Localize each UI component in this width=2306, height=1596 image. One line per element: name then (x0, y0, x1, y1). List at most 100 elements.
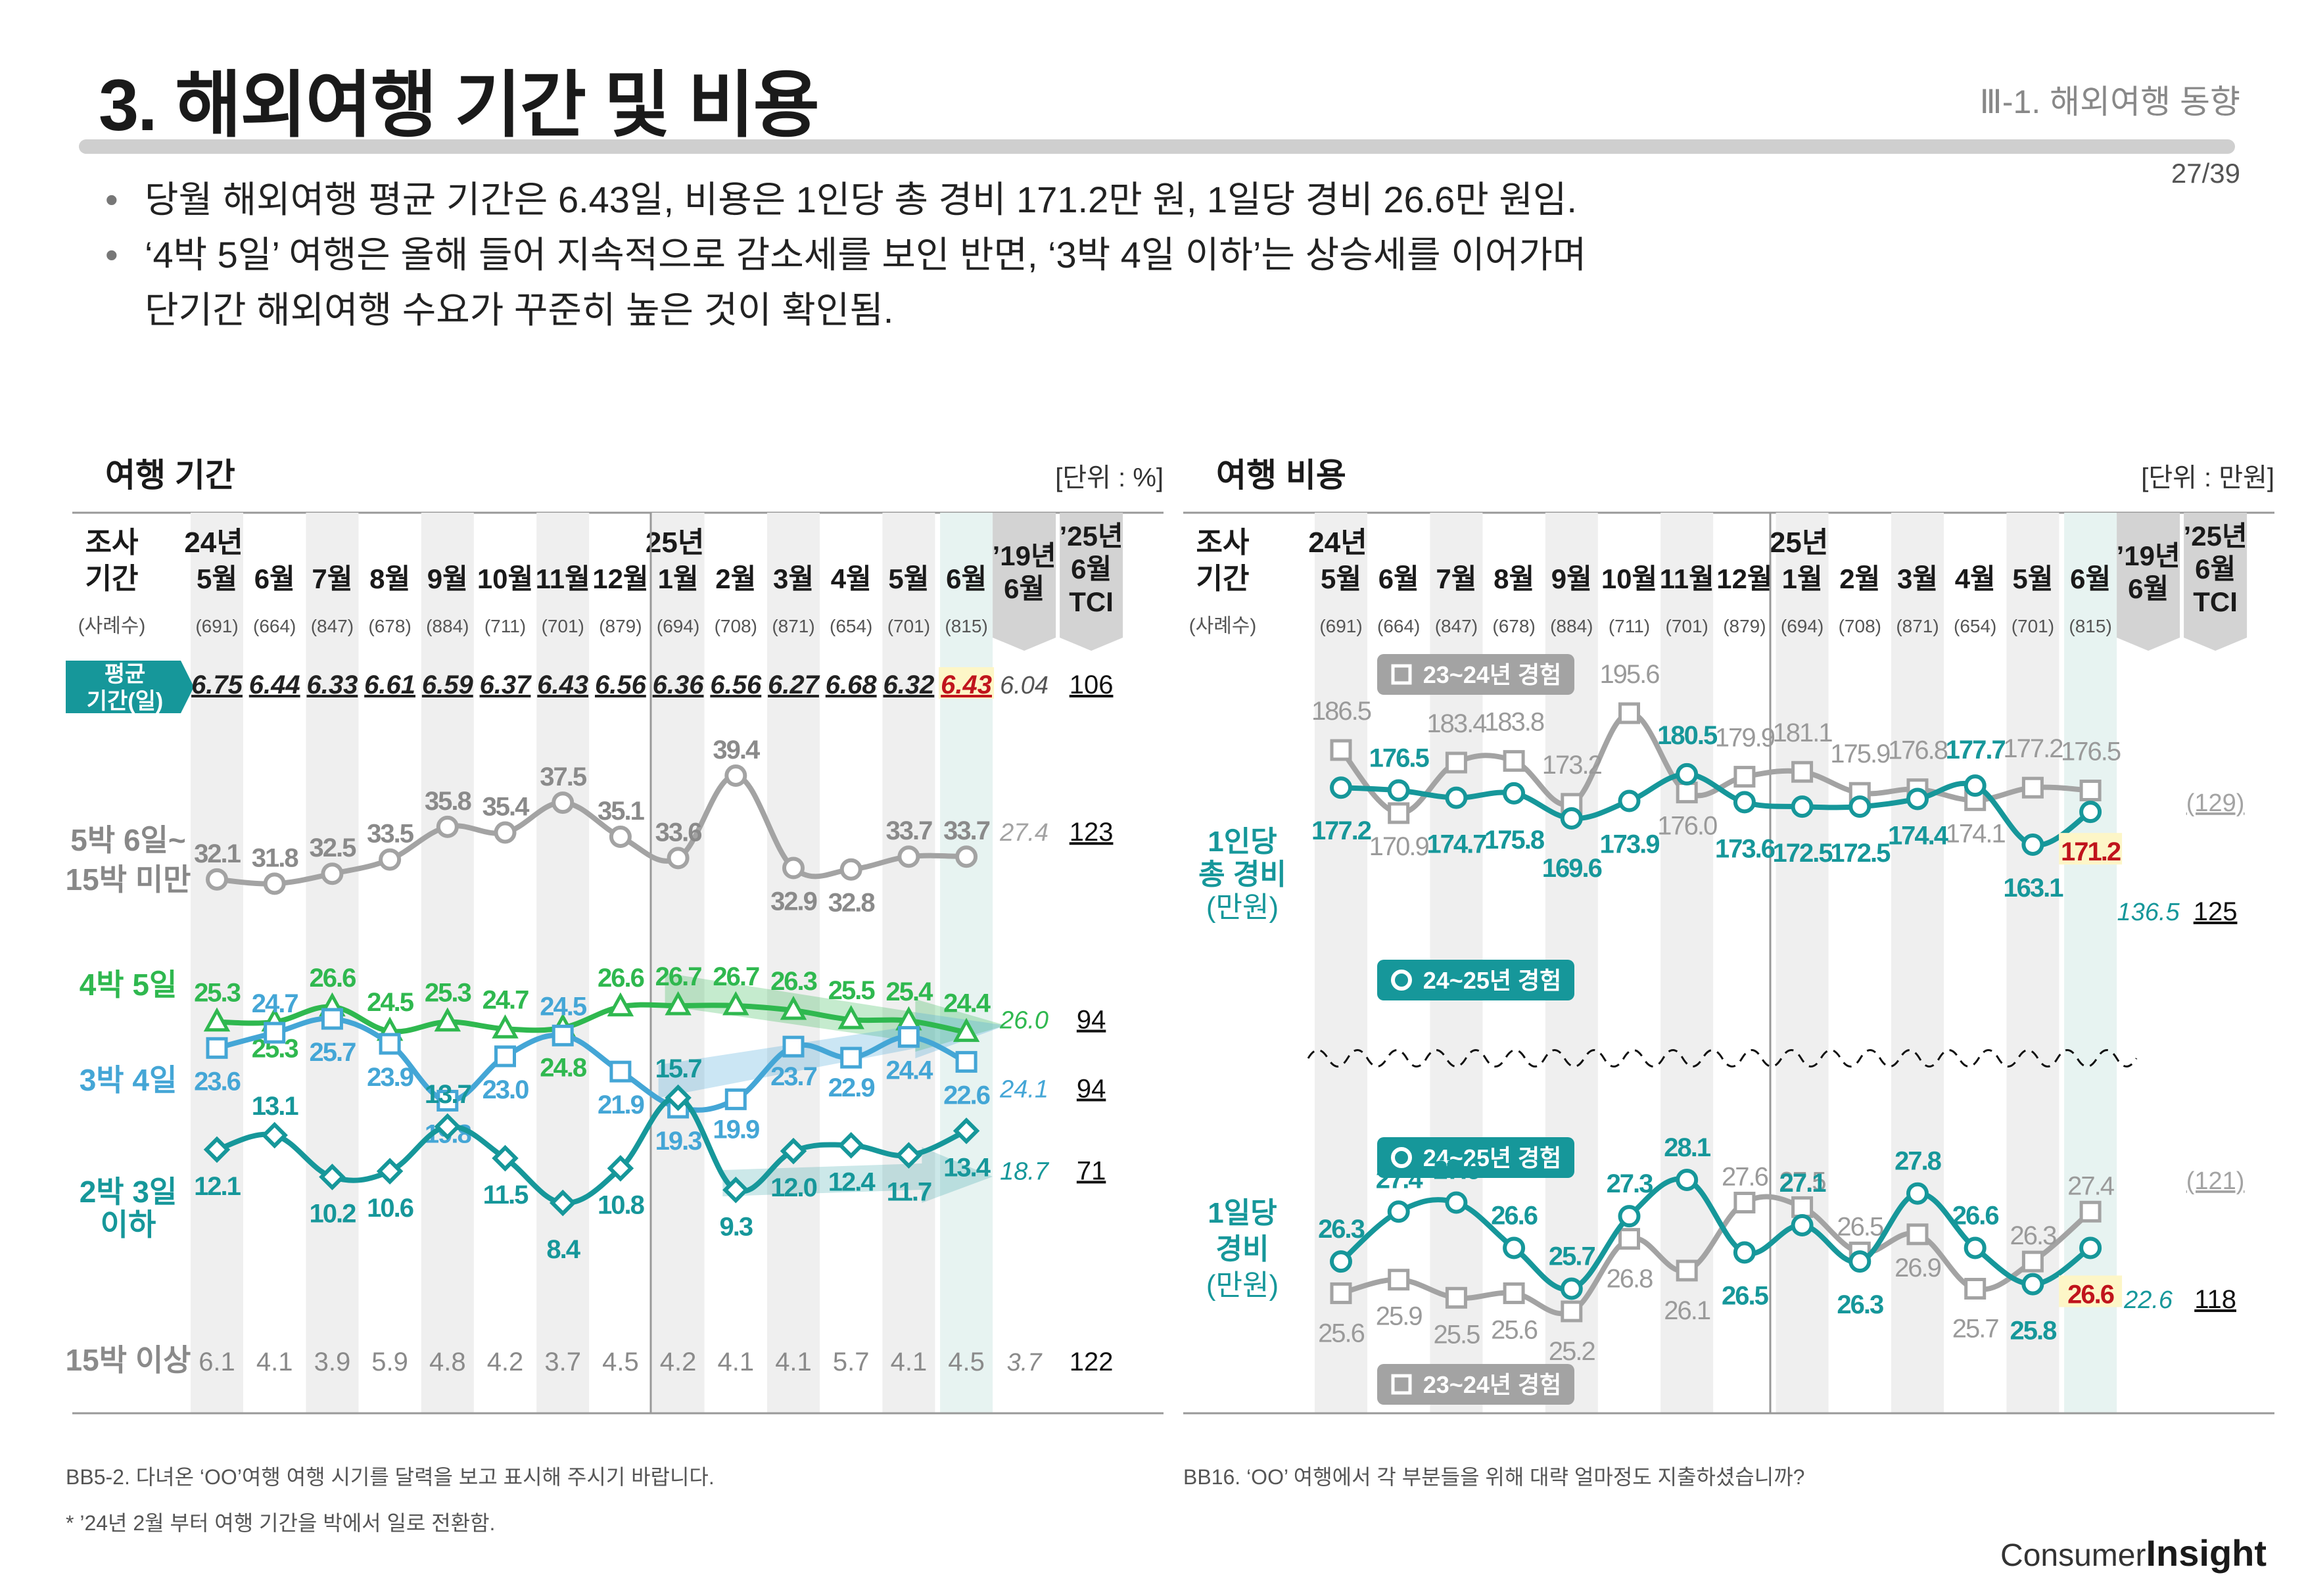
legend-label: 24~25년 경험 (1423, 967, 1561, 994)
data-point (895, 1142, 922, 1169)
month-label: 6월 (2070, 563, 2111, 594)
data-label: 25.9 (1376, 1302, 1423, 1331)
survey-label: 조사 (85, 527, 139, 559)
data-label: 26.6 (1952, 1201, 1999, 1230)
value-2019: 24.1 (999, 1075, 1048, 1103)
data-label: 26.6 (2067, 1280, 2114, 1309)
data-label: 28.1 (1664, 1133, 1711, 1162)
avg-value: 6.43 (537, 670, 588, 699)
data-label: 171.2 (2061, 837, 2121, 866)
data-label: 186.5 (1311, 697, 1371, 726)
data-point (1676, 1169, 1699, 1191)
data-label: 35.1 (598, 797, 645, 826)
data-label: 27.6 (1722, 1162, 1768, 1191)
data-point (1791, 1213, 1814, 1236)
data-point (1503, 750, 1525, 772)
data-point (1445, 751, 1467, 774)
sample-count: (815) (945, 616, 987, 636)
data-label: 12.0 (770, 1173, 817, 1202)
sample-count: (694) (657, 616, 699, 636)
value-tci: 94 (1077, 1074, 1106, 1103)
data-point (1445, 1286, 1467, 1309)
data-point (1906, 1223, 1929, 1246)
logo-insight: Insight (2146, 1532, 2267, 1574)
series-label: 2박 3일 (80, 1175, 177, 1209)
highlight-box (2059, 1275, 2123, 1307)
data-label: 25.7 (309, 1038, 356, 1067)
footnote-duration: BB5-2. 다녀온 ‘OO’여행 여행 시기를 달력을 보고 표시해 주시기 … (66, 1465, 715, 1489)
data-label: 4.1 (717, 1348, 754, 1376)
month-label: 10월 (477, 563, 533, 594)
data-label: 24.5 (367, 988, 414, 1017)
data-point (1387, 1200, 1410, 1223)
sample-count: (691) (1319, 616, 1362, 636)
data-point (1561, 1300, 1583, 1323)
data-point (1676, 1259, 1698, 1282)
data-label: 26.3 (770, 967, 817, 996)
legend-label: 23~24년 경험 (1423, 1371, 1561, 1398)
data-label: 32.1 (194, 839, 241, 868)
data-point (1964, 1236, 1987, 1259)
value-2019: 27.4 (999, 819, 1048, 847)
value-tci: 118 (2194, 1285, 2236, 1314)
data-point (1906, 787, 1929, 810)
legend-marker (1391, 1147, 1412, 1168)
data-point (782, 1035, 805, 1058)
chart-title: 여행 기간 (105, 457, 235, 494)
group-label: (만원) (1206, 891, 1279, 924)
data-point (2079, 801, 2102, 824)
data-label: 5.7 (833, 1348, 870, 1376)
avg-2019: 6.04 (1000, 672, 1048, 699)
chart-unit: [단위 : 만원] (2141, 463, 2274, 492)
avg-value: 6.36 (653, 670, 705, 699)
column-stripe (651, 513, 705, 1413)
data-point (665, 991, 692, 1016)
data-label: 4.1 (775, 1348, 812, 1376)
data-label: 23.0 (482, 1075, 529, 1104)
group-label: 1일당 (1208, 1197, 1277, 1229)
data-label: 24.7 (252, 989, 298, 1018)
data-label: 25.3 (425, 979, 471, 1008)
data-label: 181.1 (1773, 718, 1833, 747)
month-label: 11월 (536, 563, 590, 594)
data-point (724, 764, 747, 787)
bullet-1: 당월 해외여행 평균 기간은 6.43일, 비용은 1인당 총 경비 171.2… (99, 172, 1586, 227)
sample-count: (847) (1435, 616, 1478, 636)
month-label: 9월 (1551, 563, 1592, 594)
data-point (549, 1189, 576, 1217)
data-point (1387, 779, 1410, 802)
data-point (724, 1088, 747, 1110)
month-label: 5월 (2012, 563, 2053, 594)
value-tci: 94 (1077, 1006, 1106, 1035)
header-tab-tci (1060, 513, 1123, 651)
month-label: 5월 (888, 563, 929, 594)
month-label: 2월 (1839, 563, 1880, 594)
header-tab-label: 6월 (2128, 573, 2169, 604)
sample-label: (사례수) (78, 615, 146, 637)
group-label: (만원) (1206, 1269, 1279, 1302)
data-point (203, 1007, 231, 1032)
column-stripe (1891, 513, 1944, 1413)
legend-label: 24~25년 경험 (1423, 1144, 1561, 1171)
data-label: 3.9 (314, 1348, 351, 1376)
data-point (667, 847, 690, 870)
data-label: 3.7 (544, 1348, 581, 1376)
data-label: 24.8 (540, 1054, 587, 1083)
data-point (436, 815, 459, 838)
data-point (2021, 1273, 2044, 1296)
data-label: 176.8 (1888, 736, 1948, 765)
sample-count: (711) (484, 616, 526, 636)
data-point (722, 1177, 749, 1204)
data-point (376, 1158, 404, 1185)
data-label: 169.6 (1542, 854, 1602, 883)
data-point (897, 845, 920, 868)
data-label: 10.2 (309, 1200, 356, 1229)
data-label: 27.8 (1894, 1147, 1942, 1176)
data-label: 26.6 (598, 964, 644, 993)
sample-count: (664) (253, 616, 296, 636)
header-tab-label: 6월 (2195, 553, 2236, 584)
avg-value: 6.33 (306, 670, 358, 699)
data-label: 23.9 (367, 1063, 413, 1092)
data-label: 10.6 (367, 1194, 413, 1223)
legend-badge (1377, 960, 1574, 1000)
